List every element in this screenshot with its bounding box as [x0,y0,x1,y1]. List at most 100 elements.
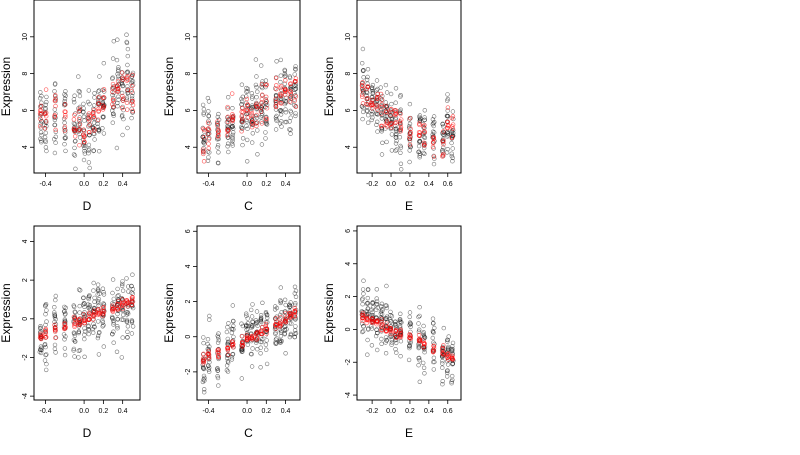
point-black [216,338,222,343]
x-tick-label: 0.2 [99,181,109,188]
point-red [278,319,283,325]
point-black [422,135,428,141]
point-red [244,107,249,113]
point-red [445,355,450,361]
point-black [202,390,207,395]
point-red [383,109,389,114]
point-red [201,149,206,155]
x-tick-label: -0.4 [203,408,215,415]
point-red [240,343,246,348]
point-black [388,317,393,322]
x-axis-title: E [405,426,413,440]
point-black [393,148,398,153]
point-black [370,90,376,96]
point-black [71,97,77,102]
point-black [274,59,279,64]
point-red [379,322,385,327]
point-black [393,322,398,327]
point-black [283,107,288,112]
point-black [408,144,413,150]
point-black [124,88,130,94]
point-red [293,94,299,99]
point-black [111,320,117,325]
point-red [110,81,116,87]
point-black [86,142,92,148]
point-black [111,95,116,101]
point-black [284,327,289,332]
point-black [365,295,370,301]
point-black [364,77,370,83]
point-red [379,97,385,102]
point-black [101,323,106,328]
y-axis-title: Expression [162,57,176,116]
point-black [215,366,220,372]
point-black [52,346,58,352]
point-black [430,117,436,122]
point-red [62,326,67,332]
point-black [250,131,256,136]
point-black [120,132,125,138]
points-group [359,46,456,172]
point-black [379,341,384,346]
point-black [73,310,78,315]
point-black [445,131,451,136]
point-black [417,358,422,363]
point-red [96,307,101,312]
point-red [264,327,270,333]
point-red [225,119,231,125]
point-black [393,86,399,91]
point-red [379,321,384,327]
point-red [398,332,404,337]
point-red [215,353,221,358]
point-black [450,347,455,352]
point-black [416,149,422,154]
point-black [441,124,446,129]
point-red [201,135,207,140]
point-red [287,311,292,316]
point-red [379,102,384,107]
point-black [407,159,412,165]
point-black [370,82,376,88]
point-black [239,349,245,354]
point-red [90,317,96,322]
point-black [279,338,284,344]
point-black [421,323,426,329]
point-red [240,110,246,115]
point-black [249,314,255,319]
point-black [38,121,43,126]
point-red [124,298,130,303]
point-red [421,124,426,129]
point-black [407,314,412,320]
point-red [258,104,264,110]
point-black [258,345,263,350]
point-black [72,139,78,144]
point-black [245,137,250,143]
point-black [239,96,244,102]
point-black [76,287,82,292]
point-black [265,315,270,320]
point-black [216,111,221,117]
y-axis-title: Expression [322,283,336,342]
point-black [125,62,130,68]
point-red [379,111,384,116]
point-black [440,379,445,384]
point-red [264,99,269,104]
point-black [101,292,107,297]
point-black [110,56,116,61]
point-red [230,345,236,350]
y-tick-label: 4 [345,262,352,266]
point-black [76,329,82,334]
point-red [430,144,436,150]
point-black [110,76,115,81]
point-black [249,352,254,357]
point-black [393,338,398,343]
point-black [407,124,412,129]
point-red [129,83,135,89]
point-black [430,335,435,341]
plot-frame [356,225,462,401]
point-black [254,84,259,90]
point-red [224,133,230,138]
point-black [288,108,293,114]
point-red [397,334,403,340]
